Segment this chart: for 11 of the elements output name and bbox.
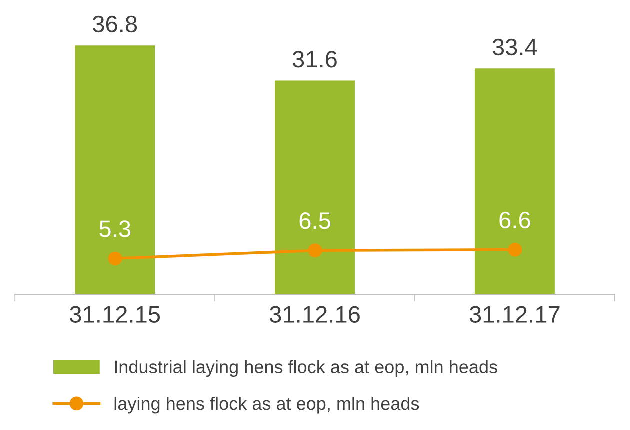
data-label: 5.3 [100,220,130,238]
data-label: 31.6 [292,51,337,68]
data-label: 33.4 [492,38,538,56]
x-tick-label: 31.12.15 [70,306,160,324]
data-label: 6.5 [300,212,330,230]
legend-label: laying hens flock as at eop, mln heads [114,396,420,414]
x-tick-label: 31.12.16 [270,306,360,324]
legend-label: Industrial laying hens flock as at eop, mln heads [115,360,498,378]
data-label: 6.6 [500,212,530,229]
data-label: 36.8 [93,16,138,33]
x-tick-label: 31.12.17 [470,306,560,324]
